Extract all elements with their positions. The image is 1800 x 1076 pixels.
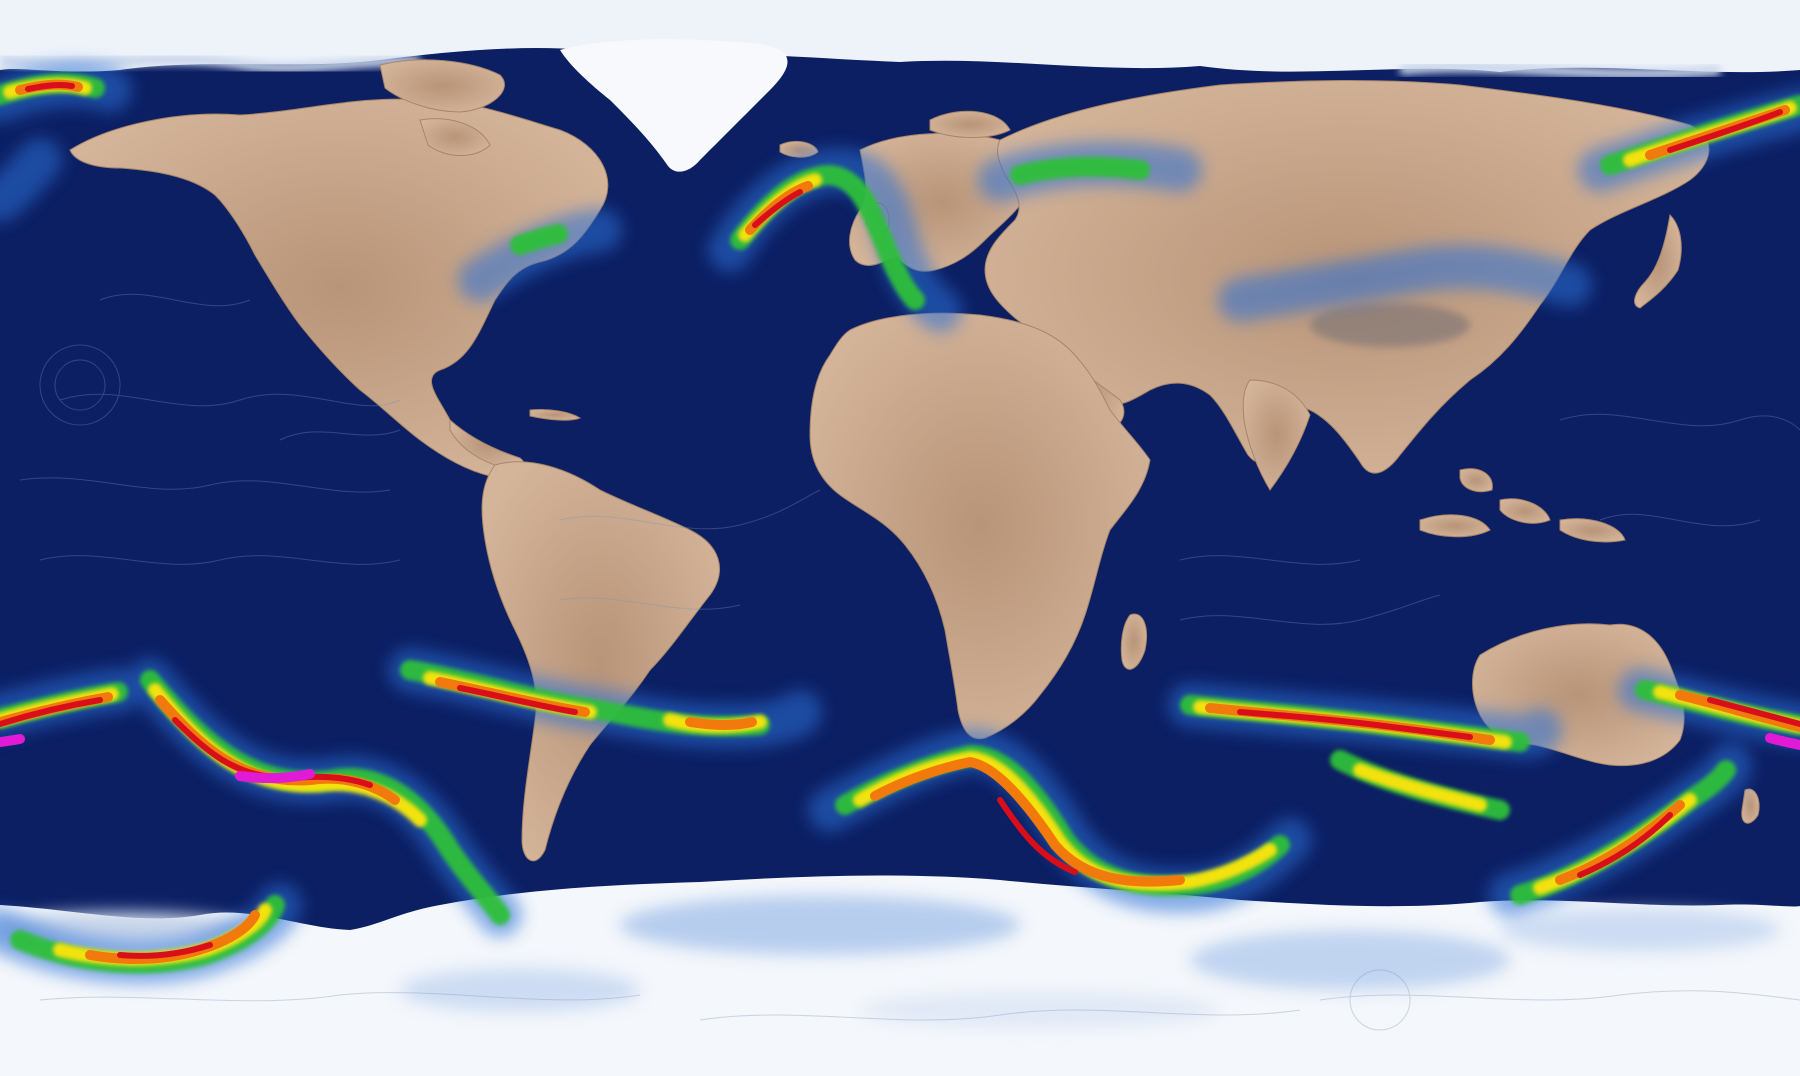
antarctic-ice bbox=[0, 875, 1800, 1076]
south-america bbox=[481, 461, 720, 862]
streamline-flow-icon bbox=[19, 293, 1800, 1031]
tibetan-plateau bbox=[1310, 303, 1470, 347]
wind-speed-layer bbox=[0, 62, 1800, 984]
africa bbox=[809, 312, 1151, 740]
